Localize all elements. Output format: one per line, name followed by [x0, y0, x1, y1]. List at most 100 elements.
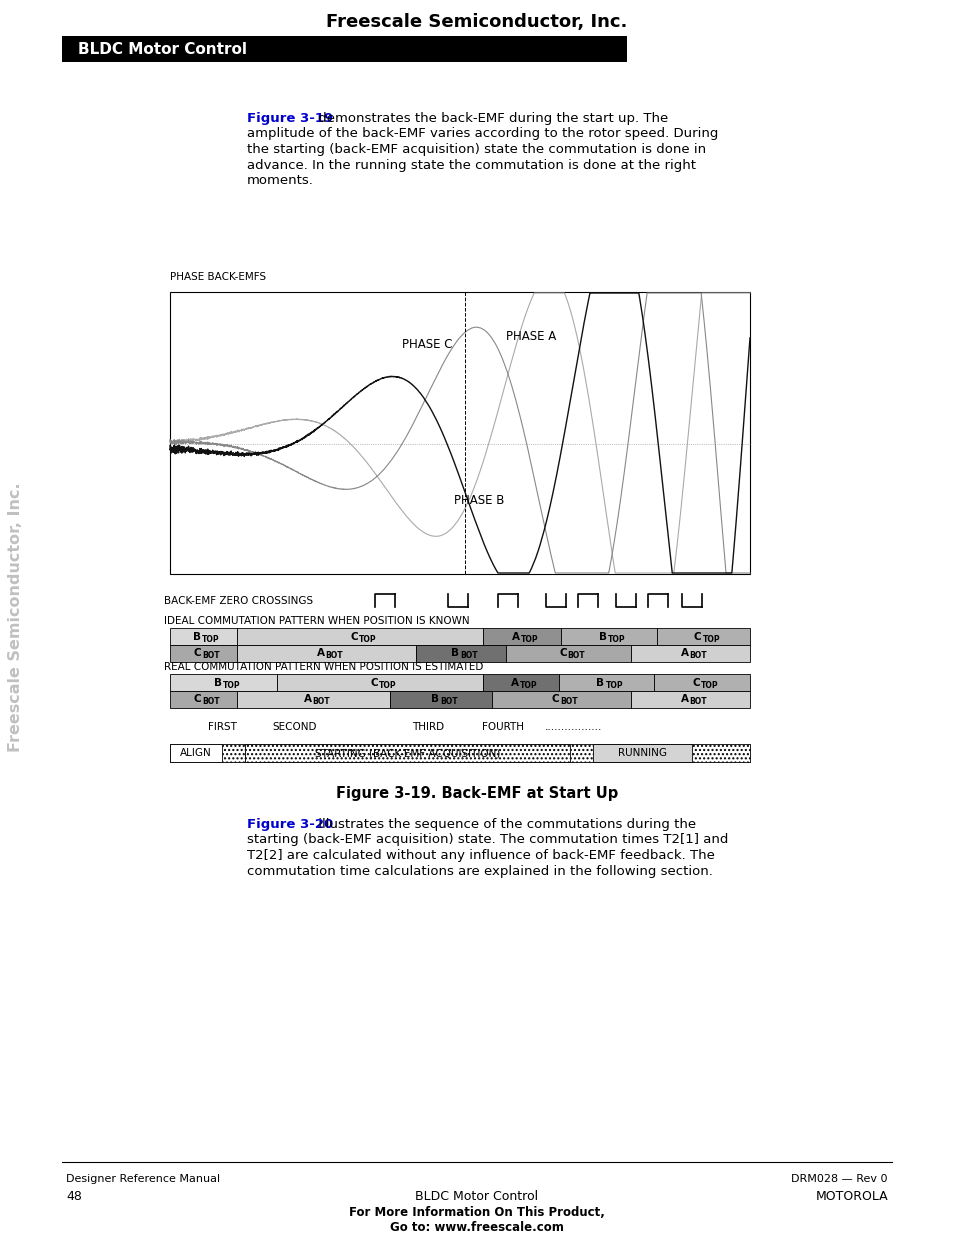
- Text: PHASE A: PHASE A: [506, 330, 556, 343]
- Text: A: A: [679, 694, 688, 704]
- Bar: [236, 629, 482, 645]
- Text: BOT: BOT: [202, 698, 220, 706]
- Text: TOP: TOP: [202, 635, 220, 643]
- Text: TOP: TOP: [358, 635, 376, 643]
- Bar: [492, 692, 631, 708]
- Text: FIRST: FIRST: [208, 722, 236, 732]
- Text: TOP: TOP: [701, 635, 720, 643]
- Bar: [170, 692, 236, 708]
- Bar: [277, 674, 482, 692]
- Text: A: A: [512, 631, 519, 641]
- Text: C: C: [551, 694, 558, 704]
- Text: BLDC Motor Control: BLDC Motor Control: [415, 1191, 538, 1203]
- Bar: [170, 743, 749, 762]
- Bar: [416, 645, 506, 662]
- Text: BOT: BOT: [439, 698, 457, 706]
- Bar: [691, 743, 749, 762]
- Bar: [570, 743, 593, 762]
- Text: TOP: TOP: [519, 680, 537, 689]
- Text: REAL COMMUTATION PATTERN WHEN POSITION IS ESTIMATED: REAL COMMUTATION PATTERN WHEN POSITION I…: [164, 662, 483, 672]
- Text: BOT: BOT: [325, 652, 343, 661]
- Text: BACK-EMF ZERO CROSSINGS: BACK-EMF ZERO CROSSINGS: [164, 597, 313, 606]
- Bar: [222, 743, 245, 762]
- Text: ALIGN: ALIGN: [180, 748, 212, 758]
- Text: 48: 48: [66, 1191, 82, 1203]
- Text: BOT: BOT: [567, 652, 585, 661]
- Bar: [561, 629, 657, 645]
- Text: SECOND: SECOND: [273, 722, 316, 732]
- Bar: [170, 629, 236, 645]
- Text: C: C: [370, 678, 377, 688]
- Text: TOP: TOP: [520, 635, 538, 643]
- Text: IDEAL COMMUTATION PATTERN WHEN POSITION IS KNOWN: IDEAL COMMUTATION PATTERN WHEN POSITION …: [164, 616, 469, 626]
- Bar: [245, 743, 570, 762]
- Text: Designer Reference Manual: Designer Reference Manual: [66, 1174, 220, 1184]
- Text: STARTING (BACK-EMF ACQUISITION): STARTING (BACK-EMF ACQUISITION): [314, 748, 500, 758]
- Text: BOT: BOT: [460, 652, 477, 661]
- Bar: [506, 645, 631, 662]
- Text: C: C: [693, 631, 700, 641]
- Text: starting (back-EMF acquisition) state. The commutation times T2[1] and: starting (back-EMF acquisition) state. T…: [247, 834, 727, 846]
- Bar: [657, 629, 749, 645]
- Bar: [170, 291, 749, 574]
- Text: .................: .................: [544, 722, 601, 732]
- Text: B: B: [451, 648, 459, 658]
- Bar: [390, 692, 492, 708]
- Text: B: B: [431, 694, 438, 704]
- Bar: [170, 645, 236, 662]
- Bar: [482, 629, 561, 645]
- Bar: [236, 645, 416, 662]
- Text: THIRD: THIRD: [412, 722, 444, 732]
- Text: PHASE B: PHASE B: [454, 494, 504, 506]
- Text: B: B: [193, 631, 201, 641]
- Text: C: C: [193, 648, 201, 658]
- Text: TOP: TOP: [608, 635, 625, 643]
- Text: amplitude of the back-EMF varies according to the rotor speed. During: amplitude of the back-EMF varies accordi…: [247, 127, 718, 141]
- Text: A: A: [511, 678, 518, 688]
- Text: commutation time calculations are explained in the following section.: commutation time calculations are explai…: [247, 864, 712, 878]
- Bar: [170, 674, 277, 692]
- Text: DRM028 — Rev 0: DRM028 — Rev 0: [791, 1174, 887, 1184]
- Bar: [62, 36, 626, 62]
- Text: illustrates the sequence of the commutations during the: illustrates the sequence of the commutat…: [314, 818, 696, 831]
- Text: PHASE C: PHASE C: [401, 338, 452, 352]
- Text: MOTOROLA: MOTOROLA: [815, 1191, 887, 1203]
- Text: Freescale Semiconductor, Inc.: Freescale Semiconductor, Inc.: [326, 14, 627, 31]
- Text: For More Information On This Product,
Go to: www.freescale.com: For More Information On This Product, Go…: [349, 1207, 604, 1234]
- Bar: [558, 674, 654, 692]
- Text: advance. In the running state the commutation is done at the right: advance. In the running state the commut…: [247, 158, 696, 172]
- Text: TOP: TOP: [700, 680, 718, 689]
- Text: RUNNING: RUNNING: [618, 748, 666, 758]
- Text: C: C: [350, 631, 357, 641]
- Bar: [482, 674, 558, 692]
- Bar: [631, 692, 749, 708]
- Text: BOT: BOT: [689, 652, 706, 661]
- Text: PHASE BACK-EMFS: PHASE BACK-EMFS: [170, 272, 266, 282]
- Text: T2[2] are calculated without any influence of back-EMF feedback. The: T2[2] are calculated without any influen…: [247, 848, 714, 862]
- Text: B: B: [596, 678, 604, 688]
- Bar: [236, 692, 390, 708]
- Text: B: B: [598, 631, 607, 641]
- Text: BOT: BOT: [689, 698, 706, 706]
- Text: A: A: [679, 648, 688, 658]
- Text: BLDC Motor Control: BLDC Motor Control: [78, 42, 247, 57]
- Text: Figure 3-19. Back-EMF at Start Up: Figure 3-19. Back-EMF at Start Up: [335, 785, 618, 802]
- Text: demonstrates the back-EMF during the start up. The: demonstrates the back-EMF during the sta…: [314, 112, 667, 125]
- Text: TOP: TOP: [222, 680, 240, 689]
- Text: Figure 3-20: Figure 3-20: [247, 818, 333, 831]
- Text: BOT: BOT: [313, 698, 330, 706]
- Text: BOT: BOT: [560, 698, 578, 706]
- Bar: [593, 743, 691, 762]
- Text: moments.: moments.: [247, 174, 314, 186]
- Text: BOT: BOT: [202, 652, 220, 661]
- Text: C: C: [193, 694, 201, 704]
- Text: C: C: [558, 648, 566, 658]
- Text: C: C: [692, 678, 700, 688]
- Text: Freescale Semiconductor, Inc.: Freescale Semiconductor, Inc.: [9, 482, 24, 752]
- Text: A: A: [303, 694, 312, 704]
- Bar: [170, 743, 222, 762]
- Bar: [654, 674, 749, 692]
- Text: TOP: TOP: [379, 680, 396, 689]
- Text: B: B: [213, 678, 221, 688]
- Text: FOURTH: FOURTH: [482, 722, 524, 732]
